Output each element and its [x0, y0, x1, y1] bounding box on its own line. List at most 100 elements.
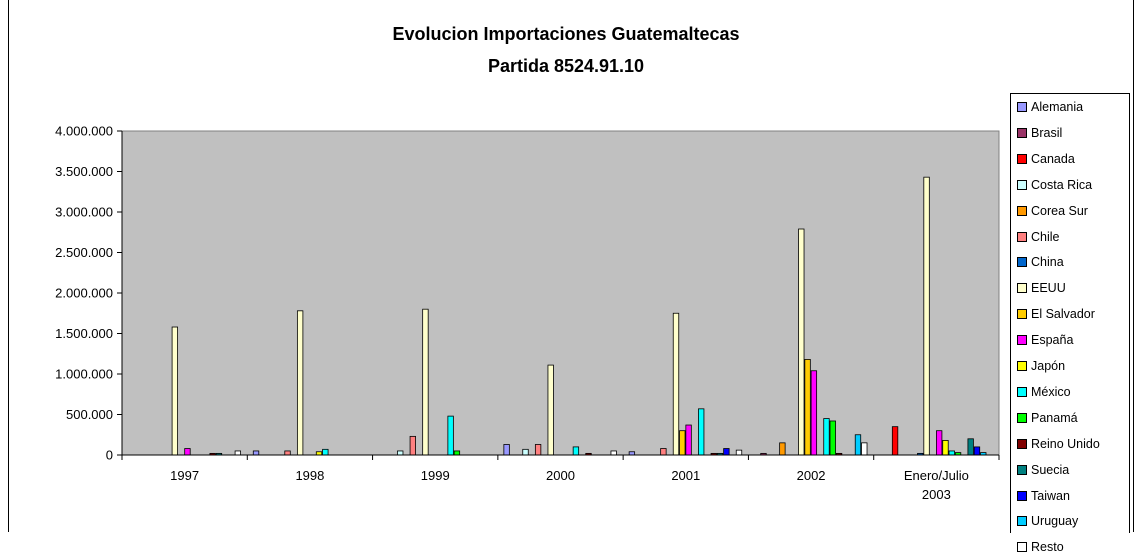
legend-item: Panamá — [1017, 408, 1078, 428]
legend-label: Uruguay — [1031, 514, 1079, 529]
y-tick-label: 3.500.000 — [55, 164, 113, 179]
axes-group: 0 500.000 1.000.000 1.500.000 2.000.000 2.500… — [55, 124, 1000, 502]
chart-title: Evolucion Importaciones Guatemaltecas — [392, 24, 739, 44]
legend-swatch — [1017, 179, 1027, 190]
legend-swatch — [1017, 153, 1027, 164]
legend-label: Taiwan — [1031, 488, 1070, 503]
bar-corea-sur — [779, 442, 786, 456]
legend-swatch — [1017, 386, 1027, 397]
bar-resto — [735, 449, 743, 456]
y-tick-label: 3.000.000 — [55, 205, 113, 220]
legend-label: Canada — [1031, 151, 1075, 166]
legend-item: Taiwan — [1017, 486, 1070, 506]
legend-item: Corea Sur — [1017, 201, 1088, 221]
bar-resto — [861, 442, 868, 456]
legend-swatch — [1017, 309, 1027, 320]
y-tick-label: 2.500.000 — [55, 245, 113, 260]
legend-item: Reino Unido — [1017, 434, 1100, 454]
x-tick-label: 1997 — [170, 468, 199, 483]
y-tick-label: 500.000 — [66, 407, 113, 422]
legend-swatch — [1017, 257, 1027, 268]
bar-eeuu — [923, 176, 930, 456]
legend-item: China — [1017, 252, 1064, 272]
legend-item: Chile — [1017, 227, 1060, 247]
y-tick-label: 0 — [106, 448, 113, 463]
bar-eeuu — [672, 312, 680, 456]
chart-frame — [8, 0, 1134, 532]
y-tick-label: 2.000.000 — [55, 286, 113, 301]
legend-label: Alemania — [1031, 100, 1084, 114]
bar-suecia — [967, 438, 974, 456]
bar-panamá — [829, 420, 836, 456]
y-tick-label: 4.000.000 — [55, 124, 113, 139]
legend-label: México — [1031, 384, 1071, 399]
bars-group — [171, 176, 987, 456]
bar-costa-rica — [522, 448, 529, 456]
legend-label: Reino Unido — [1031, 436, 1100, 451]
chart-svg: Evolucion Importaciones Guatemaltecas Pa… — [55, 24, 1000, 502]
bar-méxico — [823, 418, 830, 456]
legend-label: Corea Sur — [1031, 203, 1088, 218]
legend-label: Japón — [1031, 359, 1066, 373]
bar-alemania — [503, 444, 510, 456]
bar-japón — [942, 440, 949, 456]
x-tick-label: 2001 — [671, 468, 700, 483]
legend-item: España — [1017, 330, 1073, 350]
legend-label: Panamá — [1031, 410, 1078, 425]
plot-area — [121, 130, 1000, 456]
legend-swatch — [1017, 127, 1027, 138]
bar-eeuu — [798, 228, 805, 456]
legend-item: México — [1017, 382, 1071, 402]
legend-label: China — [1031, 255, 1064, 270]
x-tick-label: 1998 — [295, 468, 324, 483]
bar-méxico — [322, 448, 329, 456]
legend-label: Resto — [1031, 540, 1064, 555]
bar-eeuu — [296, 310, 304, 456]
bar-españa — [685, 424, 692, 456]
legend-swatch — [1017, 361, 1027, 371]
legend-label: EEUU — [1031, 281, 1066, 296]
legend-item: El Salvador — [1017, 304, 1095, 324]
x-tick-label: 1999 — [421, 468, 450, 483]
x-tick-label: 2002 — [797, 468, 826, 483]
bar-eeuu — [547, 364, 554, 456]
legend-item: Uruguay — [1017, 511, 1078, 531]
bar-méxico — [948, 450, 955, 456]
legend-swatch — [1017, 283, 1027, 294]
legend-swatch — [1017, 335, 1027, 346]
legend-swatch — [1017, 205, 1027, 216]
legend-label: Costa Rica — [1031, 177, 1093, 192]
bar-chile — [534, 444, 542, 456]
bar-chile — [409, 435, 416, 456]
legend-item: Costa Rica — [1017, 175, 1092, 195]
bar-españa — [810, 370, 818, 456]
legend-item: Alemania — [1017, 97, 1083, 117]
bar-alemania — [252, 450, 260, 456]
legend-label: España — [1031, 333, 1074, 348]
legend-item: Resto — [1017, 537, 1064, 557]
bar-méxico — [698, 408, 705, 456]
chart-subtitle: Partida 8524.91.10 — [488, 56, 644, 76]
bar-chile — [660, 448, 667, 456]
bar-costa-rica — [397, 450, 404, 456]
bar-resto — [610, 450, 617, 456]
bar-taiwan — [973, 446, 981, 456]
x-tick-label: Enero/Julio 2003 — [904, 468, 969, 502]
legend-item: Japón — [1017, 356, 1065, 376]
bar-méxico — [572, 446, 580, 456]
bar-chile — [284, 450, 291, 456]
legend-item: Brasil — [1017, 123, 1062, 143]
legend-label: Suecia — [1031, 462, 1070, 477]
legend-item: Suecia — [1017, 460, 1069, 480]
y-tick-label: 1.500.000 — [55, 326, 113, 341]
legend-swatch — [1017, 231, 1027, 242]
legend-label: El Salvador — [1031, 307, 1095, 322]
bar-eeuu — [171, 326, 179, 456]
bar-resto — [234, 450, 242, 456]
legend-swatch — [1017, 542, 1027, 553]
bar-el-salvador — [679, 430, 686, 456]
bar-panamá — [453, 450, 461, 456]
bar-canada — [891, 426, 899, 456]
bar-méxico — [447, 415, 454, 456]
legend-swatch — [1017, 102, 1027, 112]
